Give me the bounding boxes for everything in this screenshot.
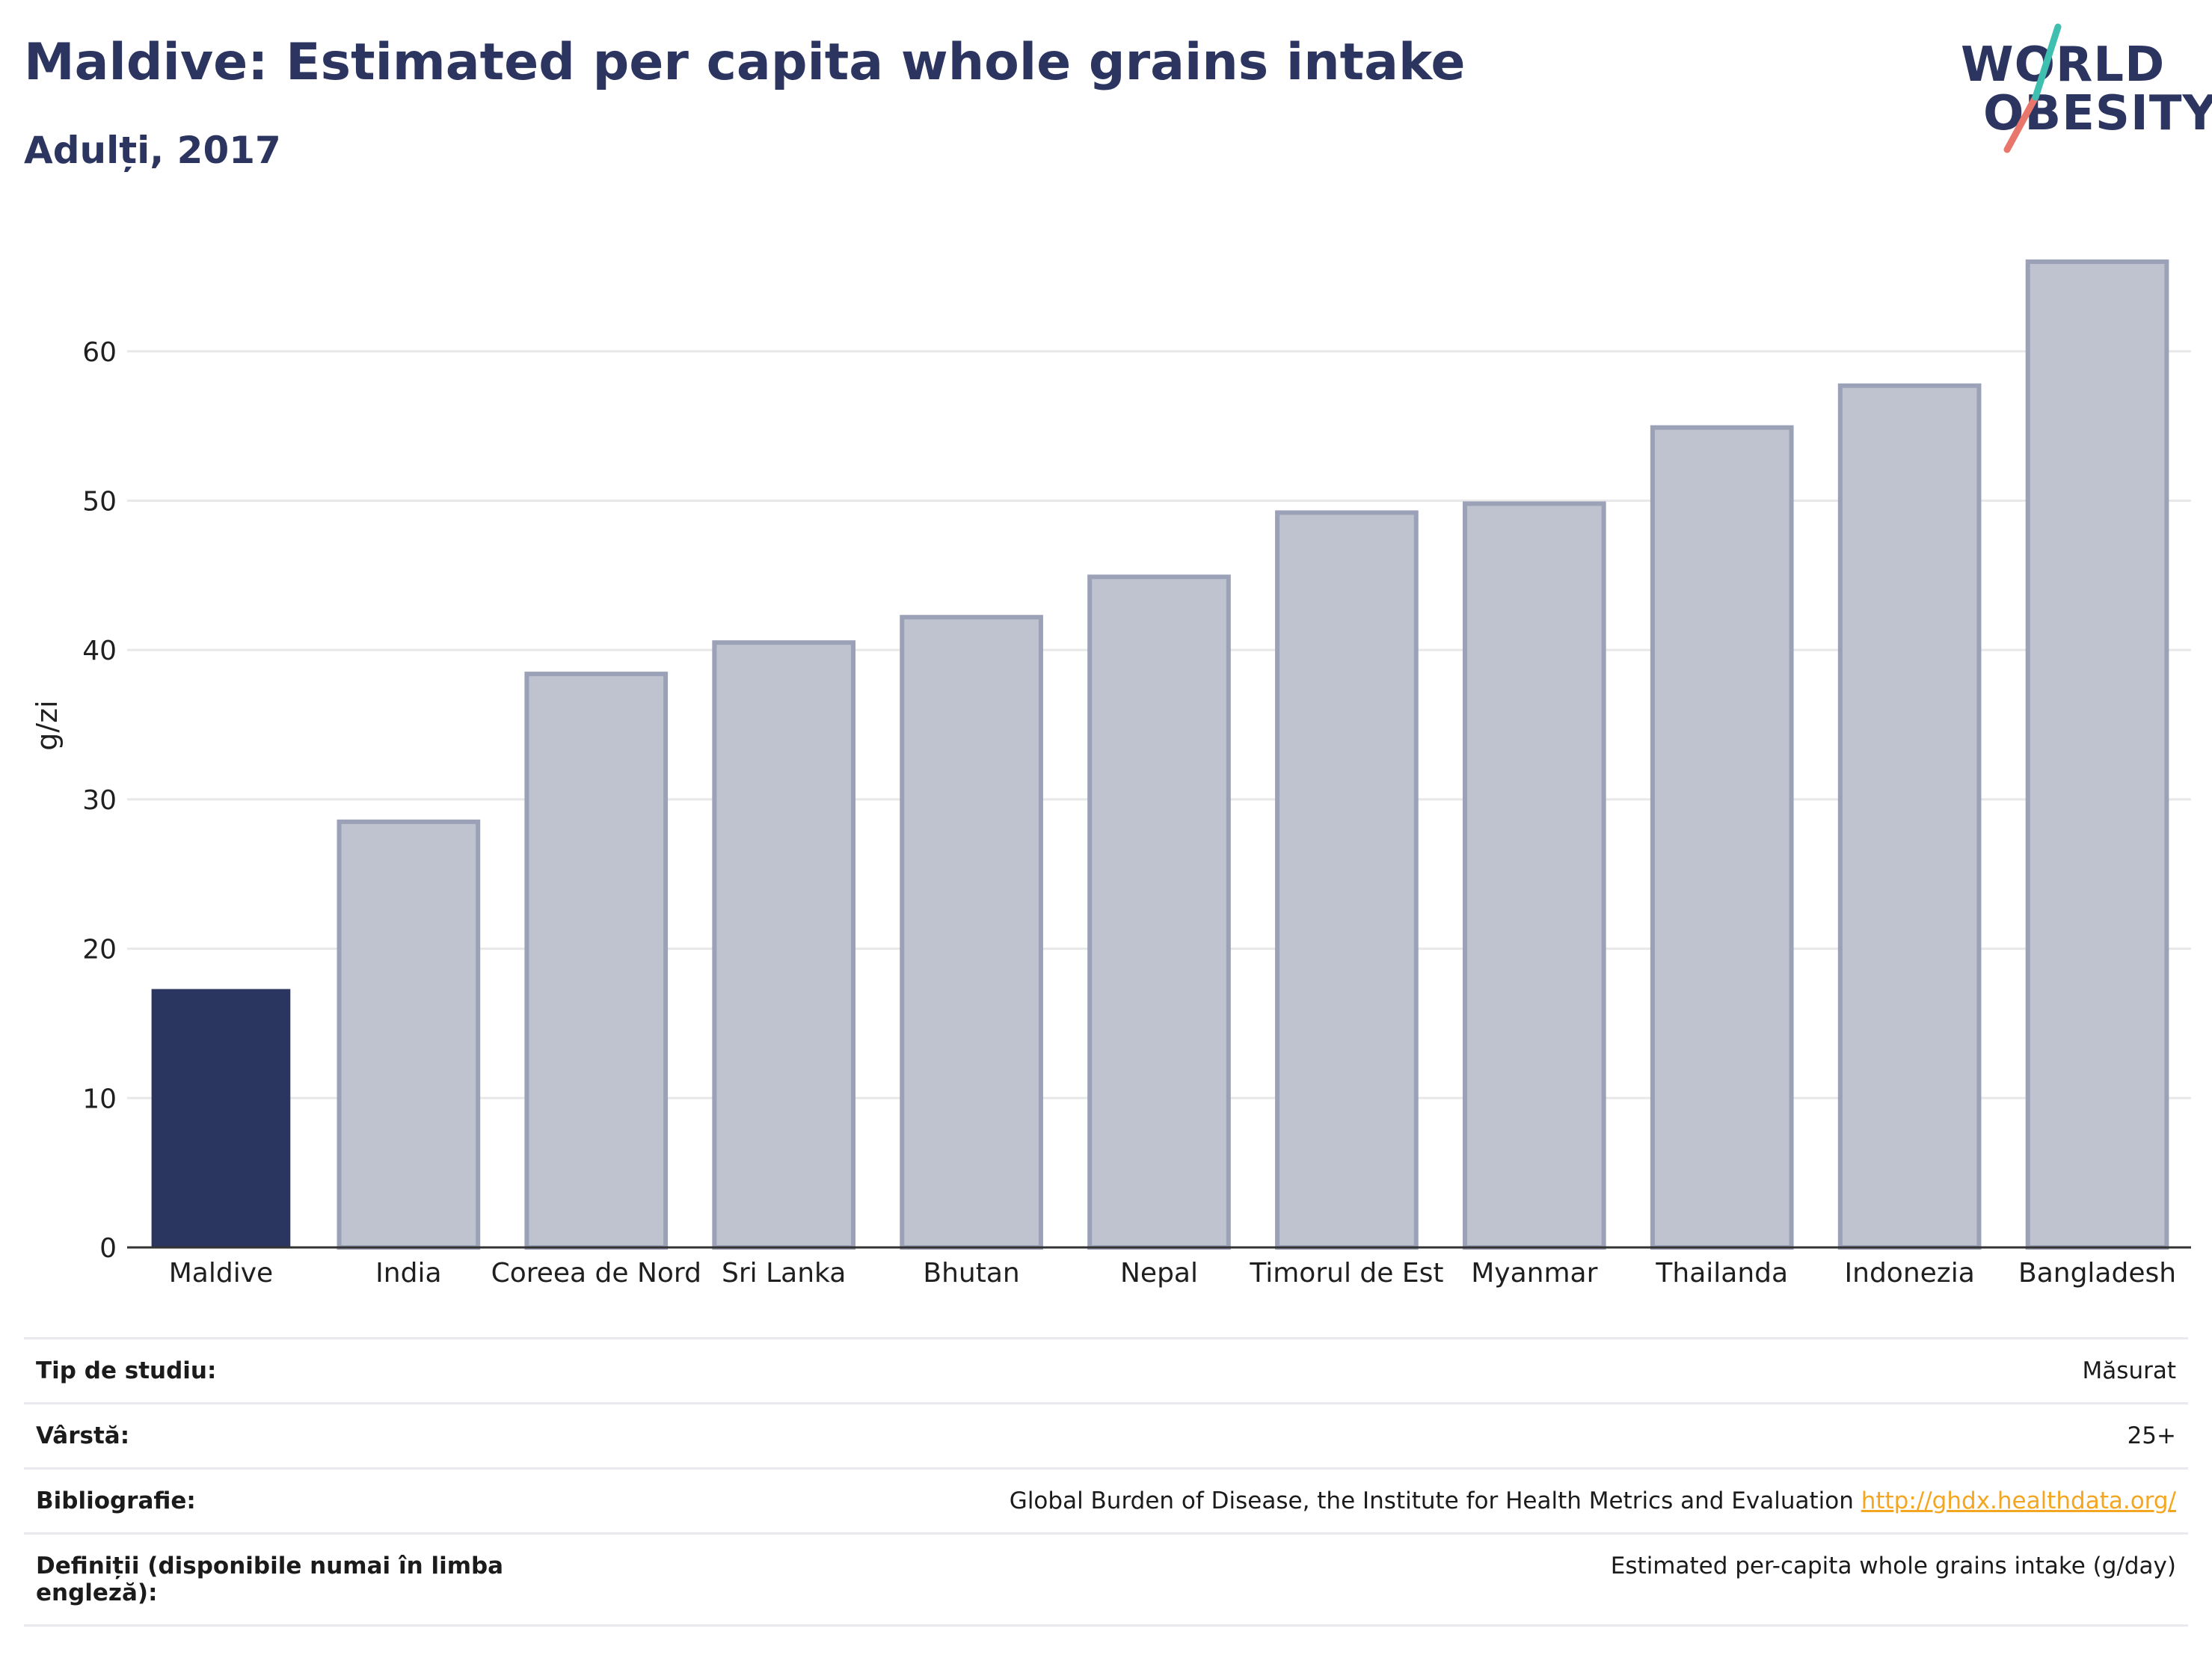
bar-myanmar: [1462, 501, 1606, 1250]
y-axis: 0 10 20 30 40 50 60: [82, 337, 117, 1264]
info-value-text: Global Burden of Disease, the Institute …: [1009, 1487, 1854, 1514]
y-tick-label: 30: [82, 785, 117, 816]
info-label: Definiții (disponibile numai în limba en…: [24, 1532, 526, 1627]
y-tick-label: 50: [82, 486, 117, 517]
x-tick-label: Thailanda: [1655, 1258, 1788, 1289]
info-value: Măsurat: [526, 1337, 2188, 1404]
y-axis-label: g/zi: [31, 700, 64, 750]
info-row: Tip de studiu: Măsurat: [24, 1337, 2188, 1404]
chart-subtitle: Adulți, 2017: [24, 129, 281, 172]
y-tick-label: 60: [82, 337, 117, 368]
logo-text-line1: WORLD: [1961, 37, 2166, 93]
logo-text-line2: OBESITY: [1983, 86, 2212, 141]
chart-title: Maldive: Estimated per capita whole grai…: [24, 33, 1466, 92]
info-label: Vârstă:: [24, 1402, 526, 1470]
x-tick-label: Sri Lanka: [722, 1258, 846, 1289]
info-value: Global Burden of Disease, the Institute …: [526, 1467, 2188, 1535]
info-label: Tip de studiu:: [24, 1337, 526, 1404]
x-tick-label: Coreea de Nord: [491, 1258, 701, 1289]
x-tick-label: Bangladesh: [2018, 1258, 2176, 1289]
bar-bhutan: [900, 615, 1043, 1250]
info-value-text: Măsurat: [2082, 1357, 2176, 1384]
bar-nepal: [1087, 574, 1231, 1250]
info-value-text: Estimated per-capita whole grains intake…: [1610, 1553, 2176, 1579]
info-label: Bibliografie:: [24, 1467, 526, 1535]
bar-bangladesh: [2025, 259, 2169, 1250]
source-link[interactable]: http://ghdx.healthdata.org/: [1861, 1487, 2176, 1514]
y-tick-label: 10: [82, 1084, 117, 1114]
logo-slash-icon: [2003, 23, 2062, 153]
bar-indonezia: [1837, 383, 1982, 1250]
x-axis: Maldive India Coreea de Nord Sri Lanka Bhuta…: [127, 1246, 2191, 1289]
x-tick-label: Maldive: [169, 1258, 273, 1289]
y-tick-label: 40: [82, 636, 117, 666]
x-tick-label: Timorul de Est: [1249, 1258, 1443, 1289]
info-table: Tip de studiu: Măsurat Vârstă: 25+ Bibliogra…: [24, 1337, 2188, 1627]
bars: [151, 259, 2169, 1250]
info-value: 25+: [526, 1402, 2188, 1470]
info-value-text: 25+: [2127, 1422, 2176, 1449]
info-row: Definiții (disponibile numai în limba en…: [24, 1532, 2188, 1627]
bar-india: [337, 819, 481, 1250]
y-tick-label: 0: [99, 1233, 117, 1264]
y-tick-label: 20: [82, 935, 117, 965]
world-obesity-logo: WORLD OBESITY: [1953, 22, 2212, 157]
x-tick-label: Nepal: [1120, 1258, 1198, 1289]
bar-maldive: [151, 989, 291, 1247]
info-value: Estimated per-capita whole grains intake…: [526, 1532, 2188, 1627]
x-tick-label: India: [375, 1258, 441, 1289]
bar-coreea-de-nord: [524, 672, 669, 1250]
bar-thailanda: [1650, 425, 1794, 1250]
bar-timorul-de-est: [1275, 510, 1419, 1250]
x-tick-label: Bhutan: [923, 1258, 1019, 1289]
info-row: Vârstă: 25+: [24, 1402, 2188, 1470]
info-row: Bibliografie: Global Burden of Disease, t…: [24, 1467, 2188, 1535]
x-tick-label: Myanmar: [1471, 1258, 1597, 1289]
bar-chart: Maldive India Coreea de Nord Sri Lanka Bhuta…: [31, 259, 2191, 1289]
bar-sri-lanka: [712, 640, 856, 1250]
x-tick-label: Indonezia: [1845, 1258, 1975, 1289]
